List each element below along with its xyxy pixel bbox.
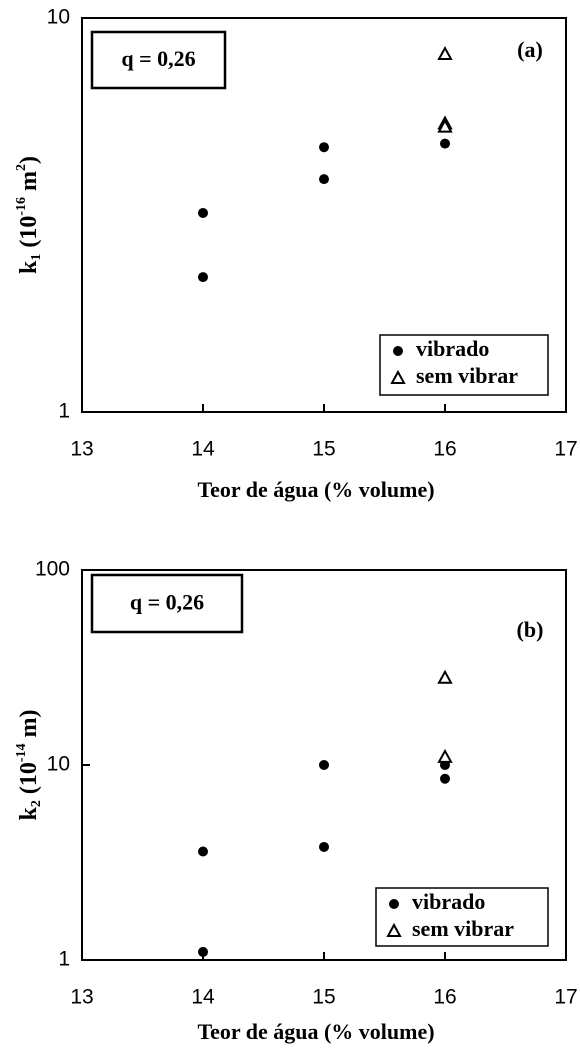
y-label-part: 2 (14, 164, 29, 171)
x-axis-label: Teor de água (% volume) (197, 1019, 434, 1044)
y-label-part: (10 (16, 216, 42, 254)
x-tick-label: 13 (70, 986, 93, 1009)
triangle-marker (437, 748, 453, 763)
annotation-box (90, 30, 227, 90)
legend-box (379, 334, 549, 396)
annotation: q = 0,26 (121, 46, 195, 71)
legend-label: sem vibrar (412, 916, 514, 941)
circle-marker (198, 207, 208, 218)
circle-marker (440, 138, 450, 149)
circle-marker (198, 272, 208, 283)
triangle-marker (386, 922, 402, 937)
y-label-part: m (16, 171, 42, 197)
y-tick-label: 1 (58, 948, 70, 971)
circle-marker (198, 846, 208, 857)
circle-marker (319, 174, 329, 185)
y-axis-label: k1 (10-16 m2) (14, 156, 44, 274)
y-label-part: k (16, 807, 42, 821)
y-tick-label: 1 (58, 400, 70, 423)
y-tick-label: 100 (35, 558, 70, 581)
panel-label: (a) (517, 37, 543, 62)
x-tick-label: 15 (312, 438, 335, 461)
y-label-part: m) (16, 709, 42, 743)
x-tick-label: 15 (312, 986, 335, 1009)
panel-label: (b) (517, 617, 544, 642)
y-label-part: k (16, 260, 42, 274)
x-tick-label: 17 (554, 986, 577, 1009)
x-axis-label: Teor de água (% volume) (197, 477, 434, 502)
x-tick-label: 16 (433, 438, 456, 461)
legend-label: sem vibrar (416, 363, 518, 388)
x-tick-label: 14 (191, 986, 215, 1009)
circle-marker (319, 142, 329, 153)
triangle-marker (437, 669, 453, 684)
legend-label: vibrado (416, 336, 489, 361)
circle-marker (319, 841, 329, 852)
x-tick-label: 13 (70, 438, 93, 461)
legend-box (375, 887, 549, 947)
y-tick-label: 10 (47, 6, 70, 29)
y-label-part: 2 (29, 800, 44, 807)
triangle-marker (437, 118, 453, 133)
y-label-part: (10 (16, 762, 42, 800)
y-tick-label: 10 (47, 753, 70, 776)
circle-marker (393, 346, 403, 356)
x-tick-label: 17 (554, 438, 577, 461)
y-axis-label: k2 (10-14 m) (14, 709, 44, 820)
y-label-part: ) (16, 156, 42, 164)
y-label-part: -16 (14, 197, 29, 216)
circle-marker (319, 760, 329, 770)
x-tick-label: 16 (433, 986, 456, 1009)
legend-label: vibrado (412, 889, 485, 914)
triangle-marker (437, 45, 453, 61)
annotation-box (90, 573, 244, 634)
circle-marker (440, 773, 450, 784)
circle-marker (389, 899, 399, 909)
y-label-part: 1 (29, 254, 44, 261)
y-label-part: -14 (14, 743, 29, 762)
annotation: q = 0,26 (130, 590, 204, 615)
triangle-marker (390, 369, 406, 384)
circle-marker (198, 946, 208, 957)
x-tick-label: 14 (191, 438, 215, 461)
